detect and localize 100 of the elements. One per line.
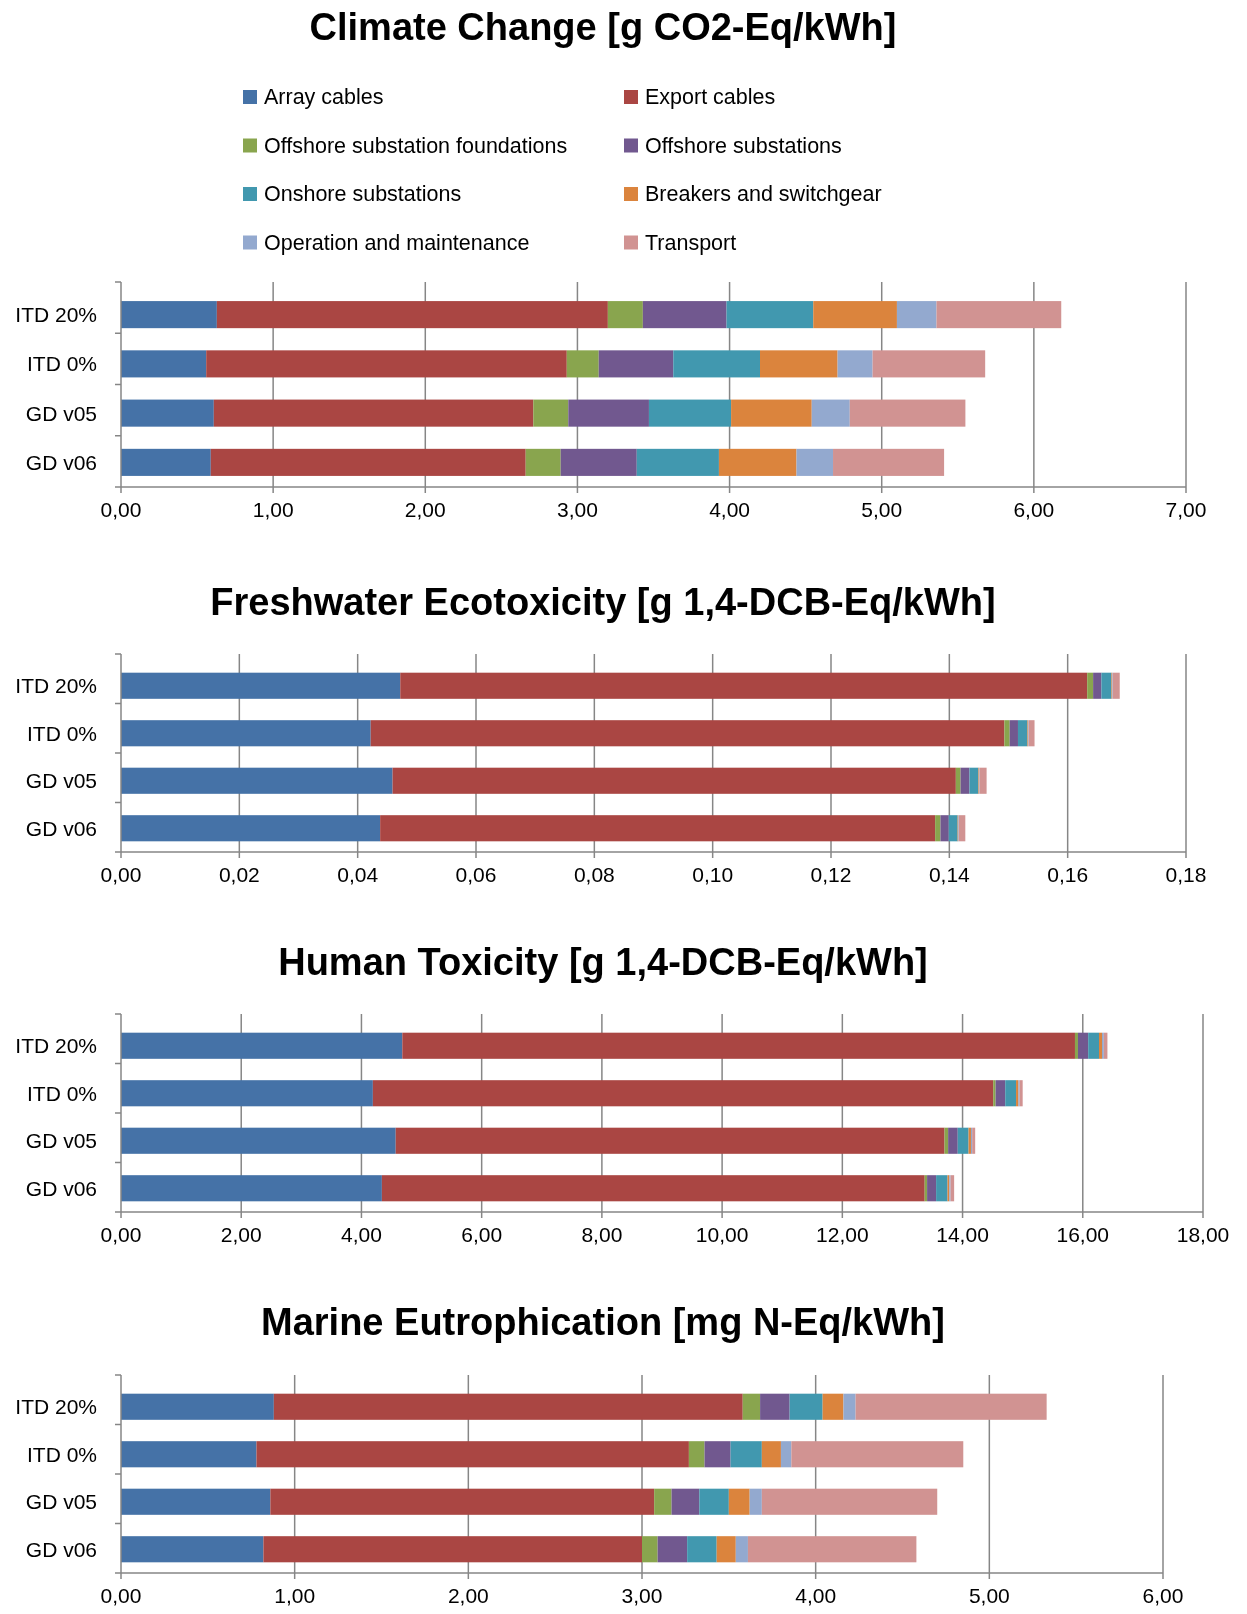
x-tick-label: 14,00 xyxy=(936,1223,989,1246)
bar xyxy=(687,1536,717,1563)
bar xyxy=(121,301,217,329)
x-tick-label: 0,18 xyxy=(1165,863,1207,886)
bar xyxy=(995,1080,1006,1107)
x-tick-label: 2,00 xyxy=(220,1223,262,1246)
legend-label: Operation and maintenance xyxy=(264,230,530,255)
x-tick-label: 0,08 xyxy=(573,863,615,886)
y-tick-label: GD v06 xyxy=(25,816,97,840)
x-tick-label: 3,00 xyxy=(556,498,598,521)
bar xyxy=(657,1536,688,1563)
bar xyxy=(392,767,956,794)
y-tick-label: GD v05 xyxy=(25,401,97,425)
bar xyxy=(1077,1032,1089,1059)
bar xyxy=(1004,720,1010,747)
x-tick-label: 1,00 xyxy=(252,498,294,521)
x-tick-label: 0,00 xyxy=(100,1584,142,1607)
bar xyxy=(673,350,760,378)
bar xyxy=(121,1127,396,1154)
x-tick-label: 4,00 xyxy=(709,498,751,521)
bar xyxy=(955,767,961,794)
bar xyxy=(749,1488,762,1515)
bar xyxy=(796,448,834,476)
chart-title: Freshwater Ecotoxicity [g 1,4-DCB-Eq/kWh] xyxy=(210,581,996,623)
bar xyxy=(121,1080,373,1107)
bar xyxy=(927,1175,937,1202)
bar xyxy=(1005,1080,1017,1107)
bar xyxy=(121,1175,382,1202)
x-tick-label: 5,00 xyxy=(968,1584,1010,1607)
bar xyxy=(730,1441,762,1468)
x-tick-label: 0,02 xyxy=(218,863,260,886)
bar xyxy=(270,1488,655,1515)
bar xyxy=(372,1080,994,1107)
chart-title: Marine Eutrophication [mg N-Eq/kWh] xyxy=(261,1301,945,1343)
x-tick-label: 16,00 xyxy=(1056,1223,1110,1246)
bar xyxy=(726,301,814,329)
bar xyxy=(948,815,958,842)
bar xyxy=(761,1488,938,1515)
bar xyxy=(121,1441,257,1468)
bar xyxy=(1074,1032,1078,1059)
bar xyxy=(121,1393,274,1420)
bar xyxy=(273,1393,743,1420)
chart-title: Human Toxicity [g 1,4-DCB-Eq/kWh] xyxy=(278,941,928,983)
chart-title: Climate Change [g CO2-Eq/kWh] xyxy=(309,6,897,48)
bar xyxy=(948,1127,958,1154)
bar xyxy=(654,1488,672,1515)
y-tick-label: ITD 0% xyxy=(26,1442,97,1466)
bar xyxy=(731,399,812,427)
bar xyxy=(979,767,987,794)
bar xyxy=(121,720,371,747)
bar xyxy=(761,1441,781,1468)
bar xyxy=(699,1488,729,1515)
x-tick-label: 4,00 xyxy=(341,1223,382,1246)
bar xyxy=(704,1441,731,1468)
bar xyxy=(121,1032,403,1059)
bar xyxy=(206,350,567,378)
y-tick-label: GD v05 xyxy=(25,769,97,793)
bar xyxy=(811,399,850,427)
bar xyxy=(263,1536,642,1563)
bar xyxy=(560,448,637,476)
y-tick-label: GD v06 xyxy=(25,1537,97,1561)
bar xyxy=(935,815,941,842)
bar xyxy=(568,399,649,427)
legend-label: Array cables xyxy=(264,85,384,109)
bar xyxy=(837,350,873,378)
bar xyxy=(822,1393,844,1420)
x-tick-label: 0,00 xyxy=(100,863,142,886)
bar xyxy=(636,448,719,476)
bar xyxy=(688,1441,705,1468)
x-tick-label: 2,00 xyxy=(404,498,446,521)
bar xyxy=(1088,1032,1100,1059)
bar xyxy=(671,1488,700,1515)
y-tick-label: ITD 20% xyxy=(15,303,97,327)
bar xyxy=(121,350,207,378)
legend-label: Breakers and switchgear xyxy=(645,182,882,206)
bar xyxy=(718,448,797,476)
legend-label: Offshore substation foundations xyxy=(264,133,568,158)
bar xyxy=(402,1032,1075,1059)
bar xyxy=(256,1441,689,1468)
y-tick-label: ITD 20% xyxy=(15,1395,97,1419)
y-tick-label: ITD 20% xyxy=(15,1034,97,1058)
x-tick-label: 0,06 xyxy=(455,863,497,886)
bar xyxy=(855,1393,1047,1420)
y-tick-label: GD v05 xyxy=(25,1490,97,1514)
bar xyxy=(121,448,211,476)
bar xyxy=(728,1488,750,1515)
bar xyxy=(1112,672,1120,699)
bar xyxy=(216,301,608,329)
bar xyxy=(940,815,949,842)
bar xyxy=(1093,672,1102,699)
bar xyxy=(642,1536,658,1563)
x-tick-label: 0,04 xyxy=(337,863,379,886)
bar xyxy=(843,1393,856,1420)
x-tick-label: 1,00 xyxy=(274,1584,316,1607)
x-tick-label: 5,00 xyxy=(861,498,903,521)
x-tick-label: 12,00 xyxy=(816,1223,869,1246)
bar xyxy=(121,815,381,842)
x-tick-label: 0,16 xyxy=(1047,863,1089,886)
bar xyxy=(1087,672,1094,699)
bar xyxy=(525,448,561,476)
